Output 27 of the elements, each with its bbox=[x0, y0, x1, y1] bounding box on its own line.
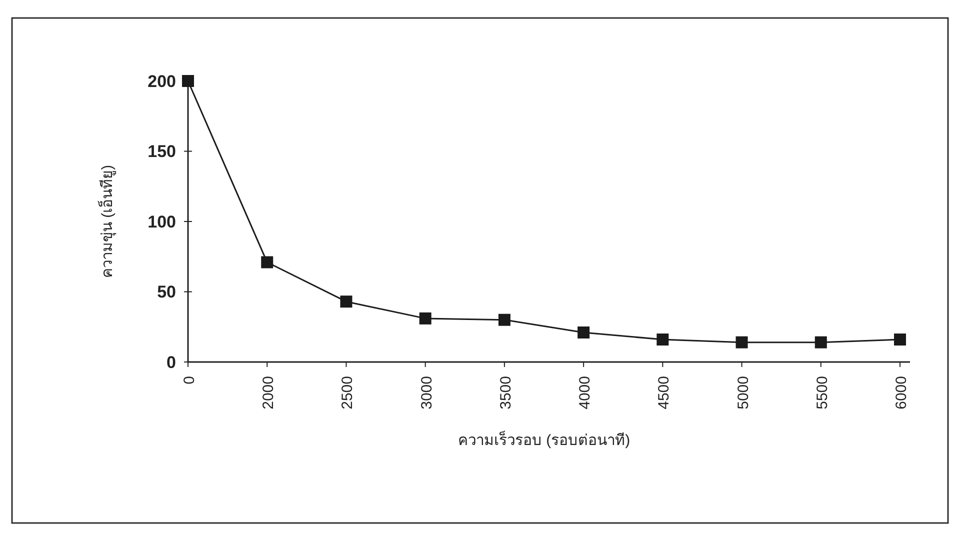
x-tick-label: 5500 bbox=[814, 376, 831, 410]
y-axis-title: ความขุ่น (เอ็นทียู) bbox=[97, 164, 117, 278]
y-tick-label: 100 bbox=[148, 212, 176, 232]
point bbox=[498, 314, 510, 326]
point bbox=[894, 334, 906, 346]
point bbox=[419, 312, 432, 324]
y-tick-label: 0 bbox=[166, 352, 176, 372]
x-tick-label: 4500 bbox=[656, 376, 673, 410]
x-tick-label: 2000 bbox=[260, 376, 278, 410]
x-tick-label: 3000 bbox=[418, 376, 436, 410]
y-tick-label: 150 bbox=[148, 142, 176, 162]
x-tick-label: 5000 bbox=[734, 376, 752, 410]
point bbox=[340, 296, 352, 308]
x-tick-label: 2500 bbox=[339, 376, 356, 410]
x-tick-label: 6000 bbox=[893, 376, 910, 410]
x-tick-label: 3500 bbox=[497, 376, 514, 410]
point bbox=[578, 326, 590, 338]
y-tick-label: 200 bbox=[148, 72, 176, 91]
point bbox=[182, 75, 194, 87]
point bbox=[736, 336, 748, 348]
point bbox=[261, 256, 274, 268]
point bbox=[814, 336, 827, 348]
x-axis-title: ความเร็วรอบ (รอบต่อนาที) bbox=[458, 430, 630, 449]
point bbox=[656, 334, 669, 346]
x-tick-label: 4000 bbox=[576, 376, 594, 410]
y-tick-label: 50 bbox=[157, 282, 176, 302]
x-tick-label: 0 bbox=[181, 376, 198, 384]
